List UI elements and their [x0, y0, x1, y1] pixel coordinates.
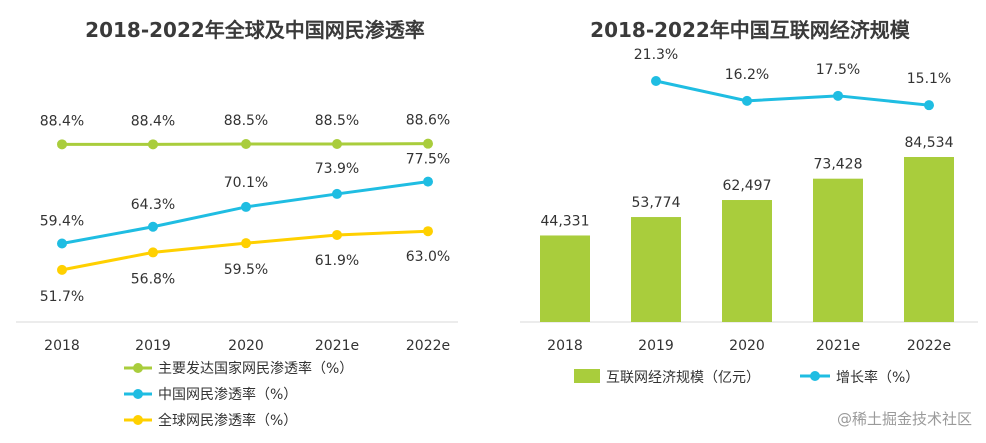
data-label-1-2: 70.1% — [224, 175, 268, 191]
growth-label-1: 21.3% — [634, 47, 678, 63]
x-tick-label-right-2021e: 2021e — [816, 338, 860, 354]
penetration-chart-title: 2018-2022年全球及中国网民渗透率 — [85, 18, 425, 42]
legend-marker-2 — [133, 415, 143, 425]
data-label-0-2: 88.5% — [224, 113, 268, 129]
data-point-1-4 — [423, 176, 433, 187]
x-tick-label-right-2018: 2018 — [547, 338, 583, 354]
legend-growth-label: 增长率（%） — [836, 369, 919, 386]
data-point-1-2 — [241, 201, 251, 212]
legend-label-2: 全球网民渗透率（%） — [158, 412, 297, 429]
data-label-2-1: 56.8% — [131, 271, 175, 287]
x-tick-label-2020: 2020 — [228, 338, 264, 354]
economy-chart-title: 2018-2022年中国互联网经济规模 — [590, 18, 910, 42]
legend-growth-marker — [810, 371, 820, 381]
growth-point-4 — [924, 100, 934, 111]
growth-label-4: 15.1% — [907, 71, 951, 87]
bar-label-3: 73,428 — [814, 157, 863, 173]
growth-label-2: 16.2% — [725, 67, 769, 83]
bar-0 — [540, 235, 590, 322]
legend-marker-0 — [133, 363, 143, 373]
data-point-1-3 — [332, 188, 342, 199]
x-tick-label-right-2020: 2020 — [729, 338, 765, 354]
data-point-2-0 — [57, 264, 67, 275]
bar-1 — [631, 217, 681, 322]
x-tick-label-right-2022e: 2022e — [907, 338, 951, 354]
bar-label-0: 44,331 — [541, 213, 590, 229]
x-tick-label-2021e: 2021e — [315, 338, 359, 354]
data-label-2-3: 61.9% — [315, 253, 359, 269]
data-point-2-2 — [241, 238, 251, 249]
x-tick-label-2019: 2019 — [135, 338, 171, 354]
growth-point-3 — [833, 90, 843, 101]
data-label-0-0: 88.4% — [40, 113, 84, 129]
legend-label-1: 中国网民渗透率（%） — [158, 386, 297, 403]
data-label-1-4: 77.5% — [406, 152, 450, 168]
bar-label-4: 84,534 — [905, 135, 954, 151]
data-point-0-3 — [332, 139, 342, 149]
data-label-0-1: 88.4% — [131, 113, 175, 129]
data-label-0-4: 88.6% — [406, 113, 450, 129]
legend-bar-swatch — [574, 369, 600, 383]
bar-label-1: 53,774 — [632, 195, 681, 211]
bar-2 — [722, 200, 772, 322]
data-label-2-0: 51.7% — [40, 289, 84, 305]
watermark: @稀土掘金技术社区 — [836, 410, 972, 428]
data-point-2-4 — [423, 226, 433, 237]
data-point-1-0 — [57, 238, 67, 249]
growth-point-1 — [651, 76, 661, 86]
growth-point-2 — [742, 95, 752, 106]
data-point-0-0 — [57, 139, 67, 150]
growth-label-3: 17.5% — [816, 62, 860, 78]
data-point-0-2 — [241, 139, 251, 149]
data-label-1-3: 73.9% — [315, 161, 359, 177]
legend-label-0: 主要发达国家网民渗透率（%） — [158, 360, 353, 377]
x-tick-label-2018: 2018 — [44, 338, 80, 354]
bar-label-2: 62,497 — [723, 178, 772, 194]
data-label-2-2: 59.5% — [224, 262, 268, 278]
x-tick-label-right-2019: 2019 — [638, 338, 674, 354]
bar-4 — [904, 157, 954, 322]
data-label-1-1: 64.3% — [131, 197, 175, 213]
data-point-0-1 — [148, 139, 158, 150]
growth-line — [655, 79, 930, 107]
data-label-0-3: 88.5% — [315, 113, 359, 129]
x-tick-label-2022e: 2022e — [406, 338, 450, 354]
bar-3 — [813, 178, 863, 322]
data-label-2-4: 63.0% — [406, 249, 450, 265]
legend-marker-1 — [133, 389, 143, 399]
data-point-0-4 — [423, 138, 433, 149]
data-point-2-3 — [332, 229, 342, 240]
data-point-2-1 — [148, 247, 158, 258]
legend-bar-label: 互联网经济规模（亿元） — [606, 370, 760, 386]
data-point-1-1 — [148, 221, 158, 232]
data-label-1-0: 59.4% — [40, 214, 84, 230]
